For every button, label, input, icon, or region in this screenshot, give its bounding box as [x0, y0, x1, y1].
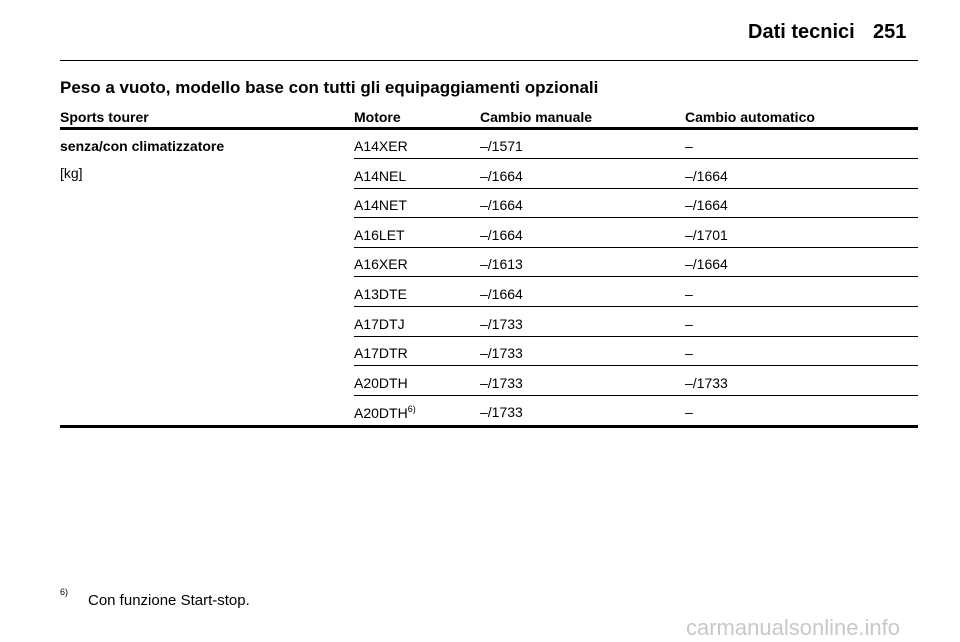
row-rule	[354, 187, 918, 189]
motor: A20DTH6)	[354, 404, 416, 422]
motor-name: A16XER	[354, 256, 408, 273]
watermark: carmanualsonline.info	[686, 615, 901, 640]
automatic: –	[685, 315, 693, 332]
manual: –/1613	[480, 256, 523, 273]
row-rule	[354, 158, 918, 159]
manual: –/1733	[480, 315, 523, 332]
column-header: Cambio automatico	[685, 109, 815, 125]
motor: A14NEL	[354, 169, 406, 183]
row-rule	[354, 306, 918, 307]
manual: –/1664	[480, 167, 523, 184]
motor: A13DTE	[354, 287, 407, 301]
row-rule	[354, 394, 918, 396]
automatic: –/1664	[685, 256, 728, 273]
automatic: –/1664	[685, 197, 728, 214]
row-rule	[354, 335, 918, 337]
row-rule	[354, 276, 918, 278]
row-label: senza/con climatizzatore	[60, 138, 225, 154]
manual: –/1664	[480, 226, 523, 243]
section-title: Peso a vuoto, modello base con tutti gli…	[60, 78, 599, 97]
column-header: Cambio manuale	[480, 109, 593, 125]
motor-name: A17DTJ	[354, 315, 405, 332]
footnote-marker: 6)	[60, 587, 69, 597]
motor: A17DTR	[354, 346, 408, 360]
automatic: –/1664	[685, 167, 728, 184]
motor-name: A14NET	[354, 197, 407, 214]
motor: A16LET	[354, 228, 405, 242]
manual: –/1664	[480, 197, 523, 214]
motor-name: A13DTE	[354, 286, 407, 302]
automatic: –/1733	[685, 374, 728, 391]
header-title: Dati tecnici	[748, 21, 855, 43]
column-header: Motore	[354, 109, 401, 125]
table-bottom-rule	[60, 425, 918, 429]
motor-name: A17DTR	[354, 345, 408, 362]
automatic: –	[685, 404, 693, 421]
automatic: –	[685, 345, 693, 362]
row-rule	[354, 365, 918, 367]
footnote-ref: 6)	[407, 404, 416, 415]
manual: –/1733	[480, 404, 523, 421]
motor-name: A20DTH	[354, 374, 408, 391]
row-unit: [kg]	[60, 165, 83, 181]
motor-name: A14XER	[354, 138, 408, 154]
automatic: –	[685, 286, 693, 302]
footnote-text: Con funzione Start-stop.	[88, 592, 250, 609]
motor-name: A16LET	[354, 226, 405, 243]
manual: –/1571	[480, 138, 523, 154]
motor: A17DTJ	[354, 317, 405, 331]
motor: A20DTH	[354, 376, 408, 390]
motor-name: A20DTH	[354, 405, 408, 422]
column-header: Sports tourer	[60, 109, 149, 125]
row-rule	[354, 217, 918, 219]
motor: A14NET	[354, 198, 407, 212]
table-top-rule	[60, 127, 918, 130]
row-rule	[354, 246, 918, 248]
motor-name: A14NEL	[354, 167, 407, 184]
header-rule	[60, 60, 918, 61]
motor: A16XER	[354, 257, 408, 271]
automatic: –/1701	[685, 226, 728, 243]
page-number: 251	[873, 21, 907, 43]
automatic: –	[685, 138, 693, 154]
motor: A14XER	[354, 139, 408, 153]
manual: –/1733	[480, 374, 523, 391]
manual: –/1733	[480, 345, 523, 362]
manual: –/1664	[480, 286, 523, 302]
